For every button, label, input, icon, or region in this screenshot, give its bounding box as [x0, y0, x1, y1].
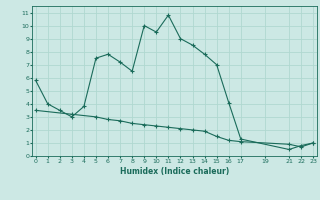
X-axis label: Humidex (Indice chaleur): Humidex (Indice chaleur)	[120, 167, 229, 176]
